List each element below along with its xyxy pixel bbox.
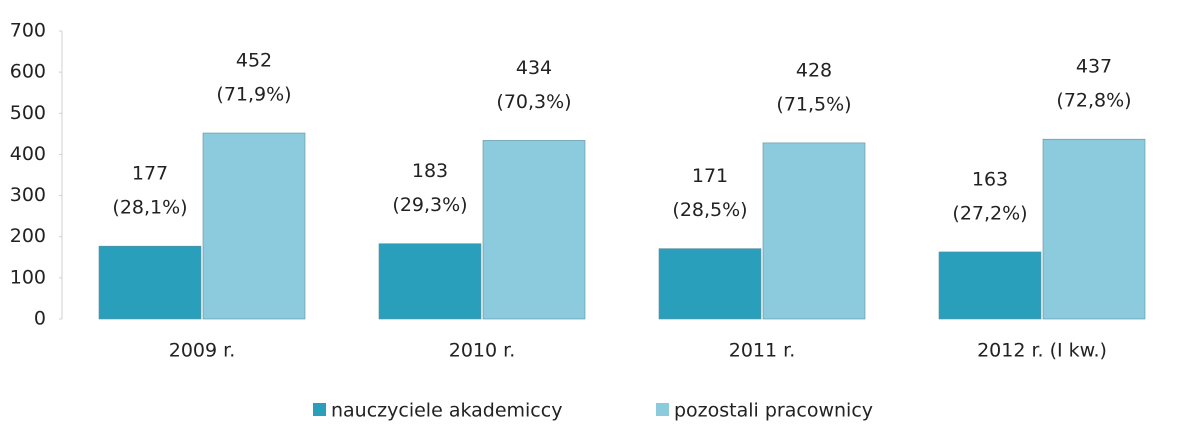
data-label: 452 [236,50,272,72]
bar [202,132,306,320]
bar [98,245,202,320]
share-label: (29,3%) [392,194,467,216]
data-label: 183 [412,160,448,182]
legend-label: nauczyciele akademiccy [331,400,562,422]
legend-swatch [313,403,326,416]
data-label: 177 [132,163,168,185]
y-tick-label: 100 [10,266,46,288]
share-label: (71,5%) [776,93,851,115]
y-tick-label: 600 [10,61,46,83]
y-tick-label: 700 [10,20,46,42]
y-tick-label: 300 [10,184,46,206]
data-label: 163 [972,168,1008,190]
bar [762,142,866,320]
legend-swatch [656,403,669,416]
data-label: 428 [796,59,832,81]
y-tick-label: 200 [10,225,46,247]
data-label: 437 [1076,56,1112,78]
data-label: 171 [692,165,728,187]
share-label: (70,3%) [496,91,571,113]
share-label: (28,5%) [672,199,747,221]
bar [378,243,482,320]
bar [1042,138,1146,320]
share-label: (71,9%) [216,84,291,106]
x-tick-label: 2012 r. (I kw.) [977,340,1107,362]
y-tick-label: 500 [10,102,46,124]
bar [482,140,586,320]
y-tick-label: 400 [10,143,46,165]
bar [658,248,762,320]
y-tick-label: 0 [34,308,46,330]
x-tick-label: 2011 r. [729,340,796,362]
data-label: 434 [516,57,552,79]
x-tick-label: 2009 r. [169,340,236,362]
share-label: (28,1%) [112,197,187,219]
share-label: (27,2%) [952,202,1027,224]
bar [938,251,1042,320]
share-label: (72,8%) [1056,90,1131,112]
legend-label: pozostali pracownicy [674,400,873,422]
x-tick-label: 2010 r. [449,340,516,362]
